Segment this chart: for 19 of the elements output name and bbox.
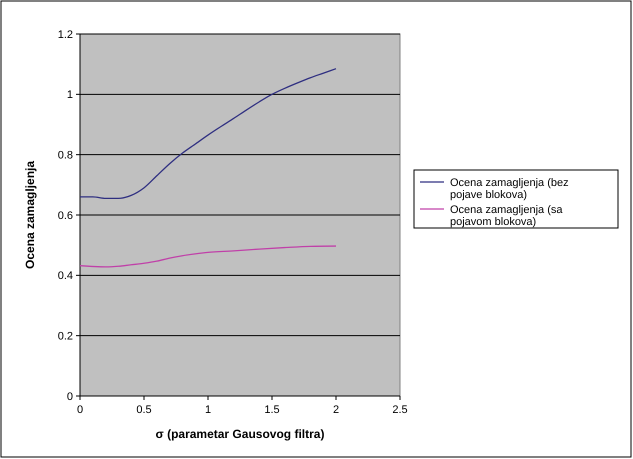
line-series <box>79 68 337 200</box>
x-tick-label: 1.5 <box>264 404 280 416</box>
x-tick-label: 1 <box>204 404 212 416</box>
line-series <box>79 245 337 268</box>
x-tick-label: 0 <box>76 404 84 416</box>
x-tick-label: 2.5 <box>392 404 408 416</box>
x-tick-label: 0.5 <box>136 404 152 416</box>
x-tick-label: 2 <box>332 404 340 416</box>
y-tick-label: 0.4 <box>58 270 73 282</box>
y-tick-label: 0.8 <box>58 150 73 162</box>
y-tick-label: 0.2 <box>58 330 73 343</box>
y-axis-title: Ocena zamagljenja <box>23 160 37 270</box>
x-axis-title: σ (parametar Gausovog filtra) <box>156 427 324 441</box>
y-tick-label: 0.6 <box>58 210 73 222</box>
y-tick-label: 1.2 <box>58 28 73 41</box>
legend-label: Ocena zamagljenja (bez pojave blokova) <box>450 177 569 201</box>
y-tick-label: 1 <box>66 89 73 102</box>
y-tick-label: 0 <box>66 390 73 403</box>
legend-label: Ocena zamagljenja (sa pojavom blokova) <box>450 204 564 228</box>
